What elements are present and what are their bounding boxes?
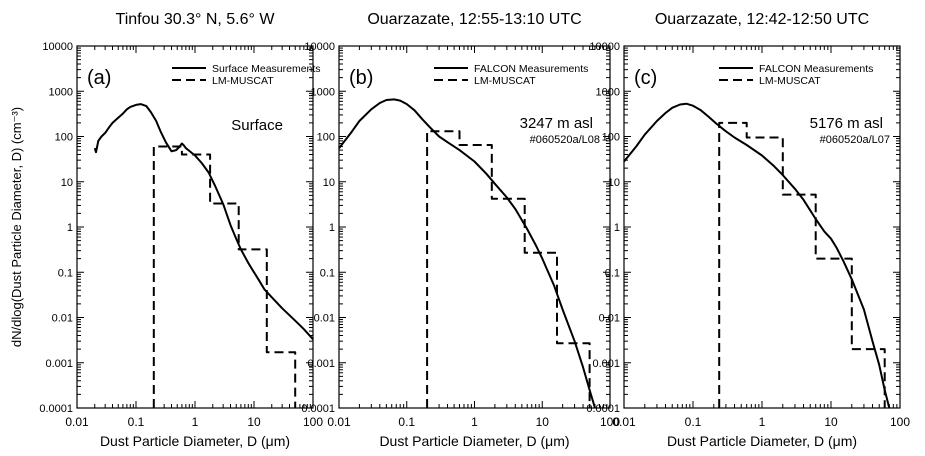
y-tick-label: 1000 xyxy=(596,86,620,98)
y-tick-label: 1 xyxy=(329,222,335,234)
y-tick-label: 1000 xyxy=(49,86,73,98)
y-tick-label: 1000 xyxy=(311,86,335,98)
y-tick-label: 100 xyxy=(317,132,335,144)
panel-annotation: Surface xyxy=(231,117,283,134)
y-tick-label: 0.001 xyxy=(307,358,335,370)
legend-label: FALCON Measurements xyxy=(759,63,873,75)
y-axis-label: dN/dlog(Dust Particle Diameter, D) (cm⁻³… xyxy=(9,107,24,347)
x-tick-label: 100 xyxy=(600,415,620,429)
plot-frame xyxy=(623,45,901,409)
panel-title: Ouarzazate, 12:42-12:50 UTC xyxy=(655,11,869,28)
legend-label: LM-MUSCAT xyxy=(759,75,821,87)
y-tick-label: 0.0001 xyxy=(586,403,620,415)
y-tick-label: 10000 xyxy=(42,41,73,53)
panel-annotation: 5176 m asl xyxy=(810,115,883,132)
y-tick-label: 10000 xyxy=(589,41,620,53)
series-line-model xyxy=(718,121,886,408)
y-tick-label: 1 xyxy=(67,222,73,234)
y-tick-label: 0.0001 xyxy=(301,403,335,415)
panel-label: (a) xyxy=(87,67,111,89)
y-tick-label: 100 xyxy=(55,132,73,144)
y-tick-label: 0.1 xyxy=(320,267,335,279)
legend-label: LM-MUSCAT xyxy=(212,75,274,87)
x-tick-label: 100 xyxy=(890,415,910,429)
y-tick-label: 0.1 xyxy=(58,267,73,279)
y-tick-label: 10 xyxy=(323,177,335,189)
panel-title: Tinfou 30.3° N, 5.6° W xyxy=(116,11,276,28)
y-tick-label: 0.01 xyxy=(599,313,620,325)
x-tick-label: 0.01 xyxy=(612,415,636,429)
y-tick-label: 0.001 xyxy=(45,358,73,370)
panel-label: (b) xyxy=(349,67,373,89)
y-tick-label: 10 xyxy=(61,177,73,189)
x-axis-label: Dust Particle Diameter, D (μm) xyxy=(379,433,569,449)
x-tick-label: 0.01 xyxy=(65,415,89,429)
x-tick-label: 10 xyxy=(824,415,838,429)
x-tick-label: 1 xyxy=(471,415,478,429)
x-tick-label: 0.1 xyxy=(685,415,702,429)
x-tick-label: 1 xyxy=(192,415,199,429)
y-tick-label: 10000 xyxy=(304,41,335,53)
plot-frame xyxy=(338,45,611,409)
panel-label: (c) xyxy=(634,67,657,89)
panel-annotation: 3247 m asl xyxy=(520,115,593,132)
x-axis-label: Dust Particle Diameter, D (μm) xyxy=(667,433,857,449)
series-line-model xyxy=(426,130,591,408)
series-line-measurement xyxy=(623,102,891,409)
y-tick-label: 0.01 xyxy=(52,313,73,325)
series-line-measurement xyxy=(93,103,314,340)
x-tick-label: 1 xyxy=(759,415,766,429)
y-tick-label: 0.1 xyxy=(605,267,620,279)
x-tick-label: 0.1 xyxy=(398,415,415,429)
series-line-model xyxy=(152,145,297,408)
x-tick-label: 100 xyxy=(303,415,323,429)
y-tick-label: 0.001 xyxy=(592,358,620,370)
y-tick-label: 10 xyxy=(608,177,620,189)
legend-label: LM-MUSCAT xyxy=(474,75,536,87)
panel-annotation-sub: #060520a/L08 xyxy=(530,134,600,146)
y-tick-label: 0.01 xyxy=(314,313,335,325)
legend-label: Surface Measurements xyxy=(212,63,321,75)
x-tick-label: 10 xyxy=(536,415,550,429)
y-tick-label: 1 xyxy=(614,222,620,234)
x-axis-label: Dust Particle Diameter, D (μm) xyxy=(100,433,290,449)
series-line-measurement xyxy=(338,98,596,409)
panel-title: Ouarzazate, 12:55-13:10 UTC xyxy=(367,11,581,28)
x-tick-label: 10 xyxy=(247,415,261,429)
y-tick-label: 100 xyxy=(602,132,620,144)
panel-annotation-sub: #060520a/L07 xyxy=(820,134,890,146)
legend-label: FALCON Measurements xyxy=(474,63,588,75)
panels: Tinfou 30.3° N, 5.6° W0.01 0.1 1 10 1000.000… xyxy=(39,11,910,449)
y-tick-label: 0.0001 xyxy=(39,403,73,415)
x-tick-label: 0.01 xyxy=(327,415,351,429)
chart-panel-a: Tinfou 30.3° N, 5.6° W 0.01 0.1 1 10 100 0.000… xyxy=(39,11,323,449)
x-tick-label: 0.1 xyxy=(128,415,145,429)
plot-frame xyxy=(76,45,314,409)
